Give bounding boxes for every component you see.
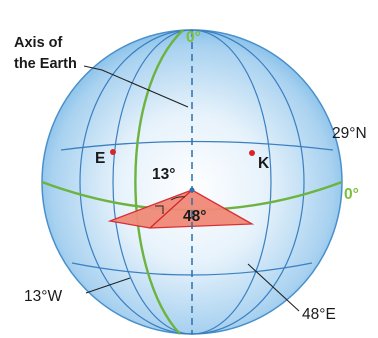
prime-meridian — [134, 29, 184, 335]
axis-label-line2: the Earth — [14, 56, 77, 72]
longitude-east-label: 48°E — [302, 306, 336, 323]
point-e-label: E — [95, 150, 105, 167]
angle-arc-13 — [170, 196, 186, 201]
latitude-label: 29°N — [332, 125, 367, 142]
center-point — [189, 187, 195, 193]
point-e — [110, 149, 116, 155]
point-k-label: K — [258, 155, 270, 172]
prime-meridian-label: 0° — [186, 29, 201, 46]
angle-48-label: 48° — [183, 208, 206, 225]
leader-48e — [247, 263, 300, 312]
angle-sector — [107, 189, 255, 229]
axis-leader — [83, 65, 189, 108]
angle-13-label: 13° — [152, 166, 175, 183]
leader-13w — [85, 277, 131, 294]
axis-label-line1: Axis of — [14, 35, 63, 51]
point-k — [249, 150, 255, 156]
longitude-west-label: 13°W — [24, 288, 62, 305]
sector-radius-west — [149, 189, 193, 229]
right-angle-marker — [155, 205, 164, 214]
latitude-29n-line — [60, 140, 334, 151]
equator-label: 0° — [344, 186, 359, 203]
